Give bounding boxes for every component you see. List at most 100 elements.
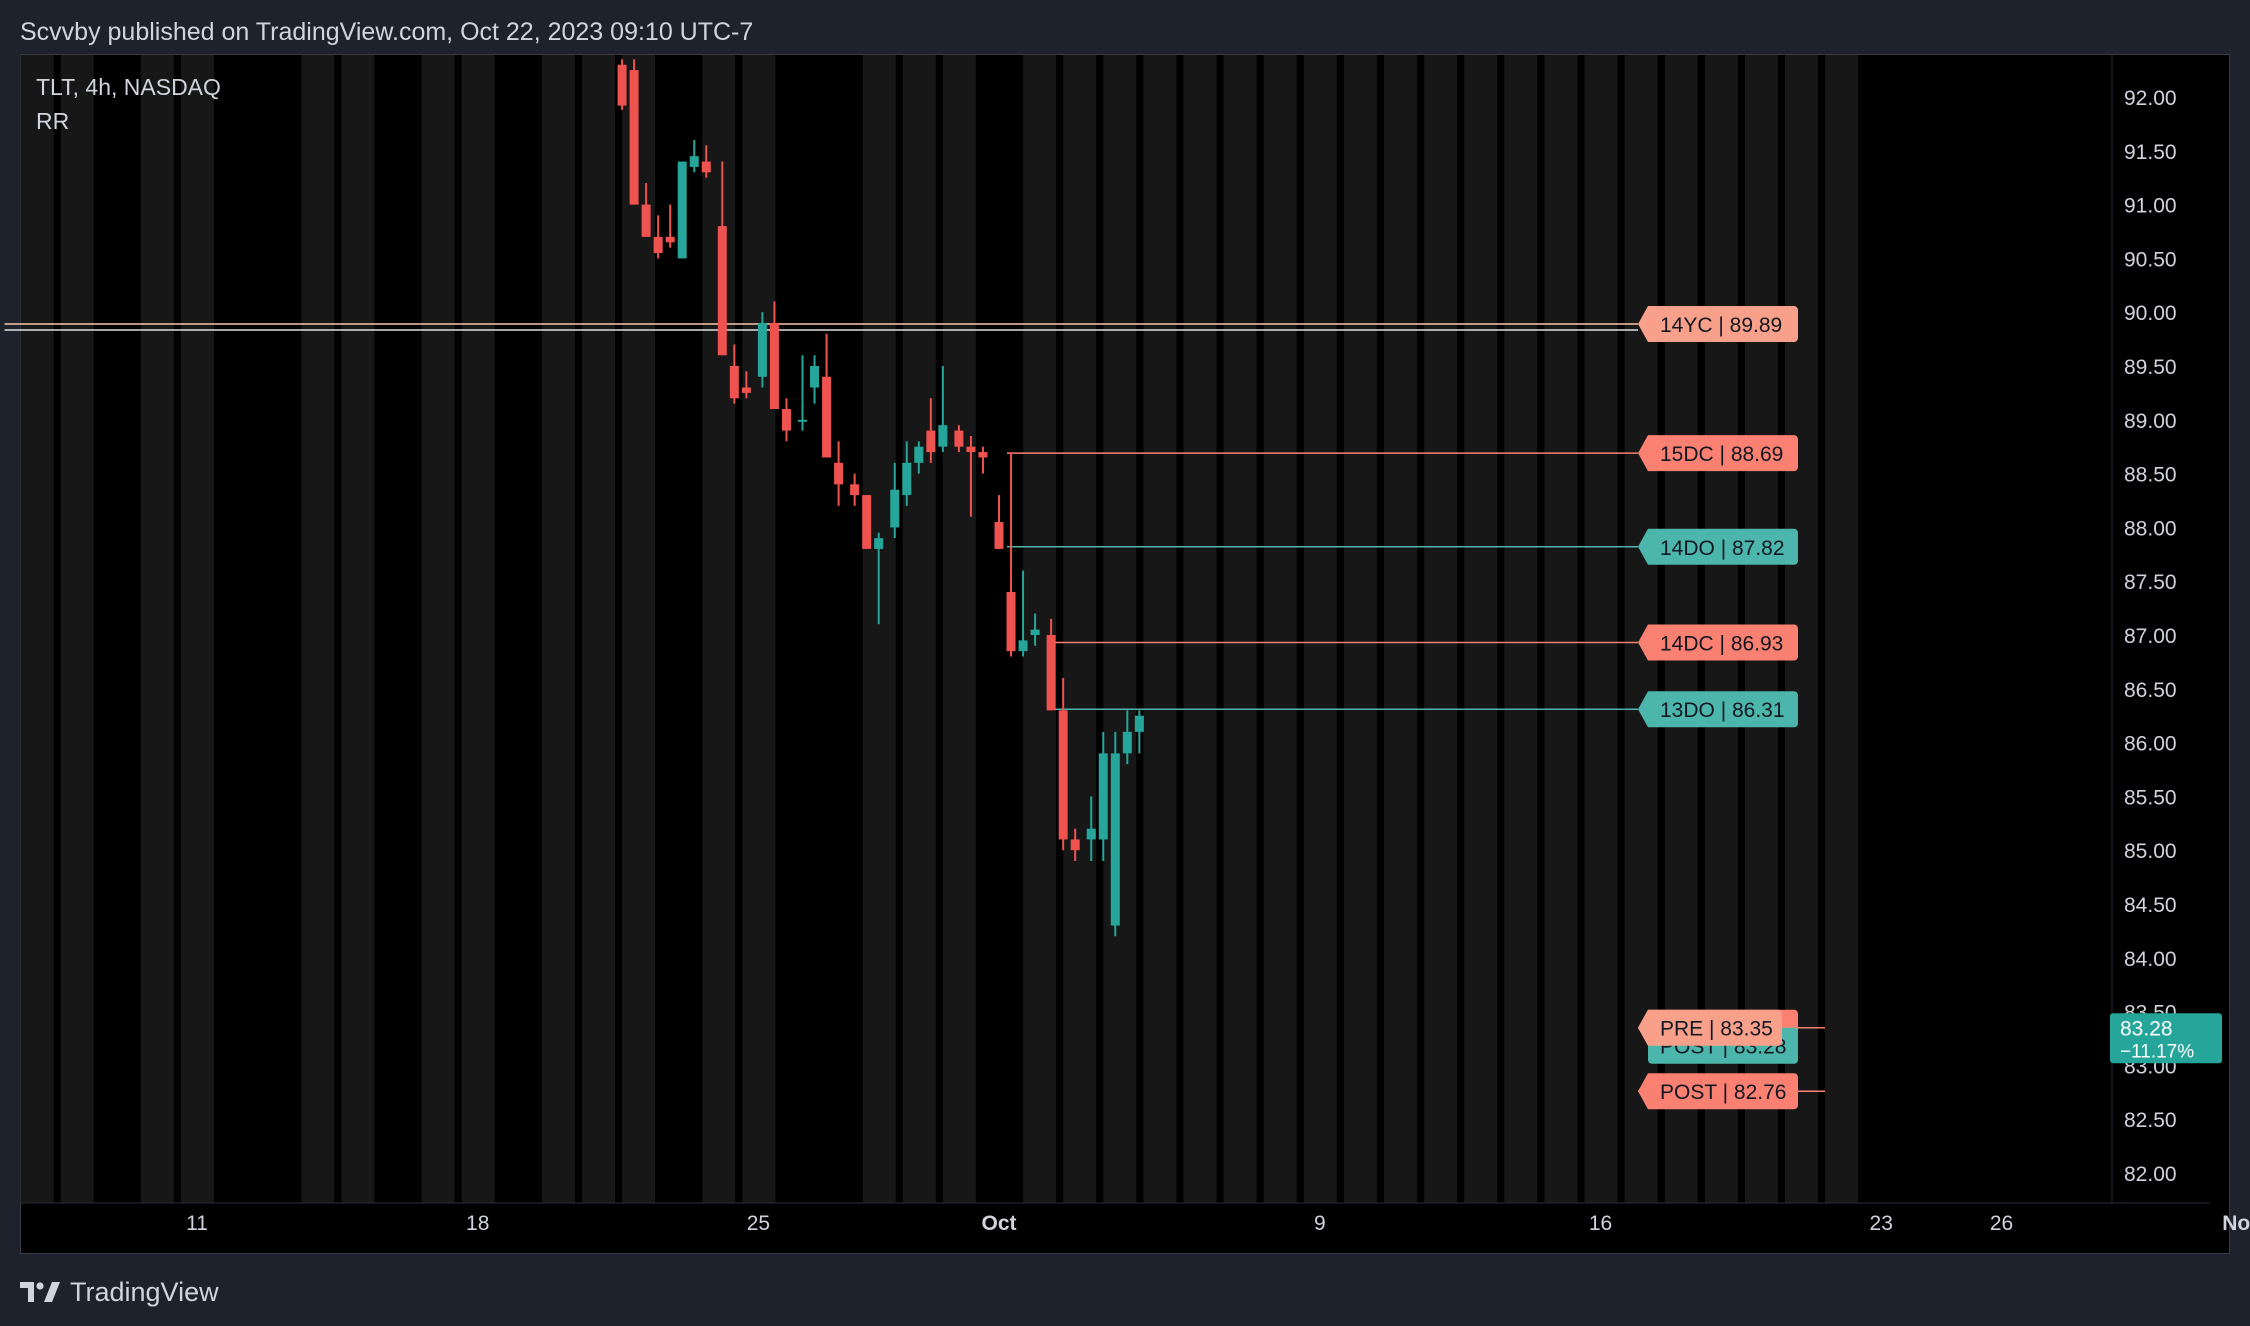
price-tick-label: 82.00	[2124, 1163, 2177, 1186]
level-tag	[1638, 306, 1798, 343]
session-stripe	[1544, 55, 1578, 1203]
level-tag-label: POST | 82.76	[1660, 1081, 1786, 1104]
session-stripe	[1464, 55, 1498, 1203]
candle-body	[629, 70, 639, 205]
symbol-legend[interactable]: TLT, 4h, NASDAQ	[36, 74, 221, 100]
last-price-change: −11.17%	[2120, 1041, 2194, 1062]
time-axis: 11 18 25 Oct 9 16 23 26 Nov	[21, 1202, 2250, 1235]
price-tick-label: 90.50	[2124, 248, 2177, 271]
price-tick-label: 84.50	[2124, 894, 2177, 917]
session-stripe	[541, 55, 575, 1203]
session-stripe	[1343, 55, 1377, 1203]
price-tick-label: 82.50	[2124, 1109, 2177, 1132]
candle-body	[810, 366, 820, 388]
session-stripe	[1143, 55, 1177, 1203]
candle-body	[874, 538, 884, 549]
level-tag	[1638, 435, 1798, 472]
time-tick-label: 23	[1870, 1212, 1893, 1235]
candle-body	[1122, 731, 1132, 754]
candle-body	[1086, 828, 1096, 840]
price-tick-label: 85.00	[2124, 840, 2177, 863]
candle-body	[701, 161, 711, 173]
indicator-legend[interactable]: RR	[36, 108, 70, 134]
session-stripe	[341, 55, 375, 1203]
candle-body	[1098, 753, 1108, 840]
price-tick-label: 88.50	[2124, 464, 2177, 487]
time-tick-label: 25	[747, 1212, 770, 1235]
price-tick-label: 84.00	[2124, 948, 2177, 971]
footer-brand[interactable]: TradingView	[20, 1270, 219, 1314]
time-tick-label: 26	[1990, 1212, 2013, 1235]
candle-body	[938, 425, 948, 447]
candle-body	[653, 236, 663, 254]
chart-legend[interactable]: TLT, 4h, NASDAQ RR	[36, 70, 221, 138]
time-tick-label: Nov	[2222, 1212, 2250, 1235]
level-tag-label: PRE | 83.35	[1660, 1018, 1773, 1041]
level-tag	[1638, 691, 1798, 728]
level-tag	[1638, 624, 1798, 661]
level-tag-label: 13DO | 86.31	[1660, 699, 1785, 722]
candle-body	[914, 446, 924, 463]
price-tick-label: 86.00	[2124, 733, 2177, 756]
candle-body	[902, 462, 912, 496]
session-stripe	[582, 55, 615, 1203]
last-price-badge: 83.28−11.17%	[2110, 1013, 2222, 1064]
session-stripe	[421, 55, 455, 1203]
session-stripe	[742, 55, 776, 1203]
price-tick-label: 89.50	[2124, 356, 2177, 379]
session-stripe	[1303, 55, 1337, 1203]
candle-body	[966, 446, 976, 453]
candle-body	[641, 204, 651, 237]
session-stripe	[1384, 55, 1417, 1203]
time-tick-label: 11	[186, 1212, 208, 1235]
price-tick-label: 91.50	[2124, 141, 2177, 164]
price-tick-label: 85.50	[2124, 786, 2177, 809]
time-tick-label: 18	[466, 1212, 489, 1235]
candle-body	[729, 366, 739, 399]
candle-body	[617, 64, 627, 106]
price-tick-label: 92.00	[2124, 87, 2177, 110]
price-tick-label: 87.50	[2124, 571, 2177, 594]
session-stripe	[1183, 55, 1217, 1203]
candle-body	[1134, 715, 1144, 732]
session-stripe	[942, 55, 976, 1203]
tradingview-logo-icon	[20, 1282, 60, 1302]
session-stripe	[1424, 55, 1458, 1203]
session-stripe	[461, 55, 495, 1203]
candle-body	[862, 495, 872, 549]
price-tick-label: 86.50	[2124, 679, 2177, 702]
session-stripe	[1103, 55, 1137, 1203]
session-stripe	[1504, 55, 1538, 1203]
session-stripe	[622, 55, 656, 1203]
candle-body	[890, 489, 900, 528]
time-tick-label: 9	[1314, 1212, 1326, 1235]
candle-body	[1058, 710, 1068, 840]
candle-body	[822, 376, 832, 458]
candle-body	[1018, 640, 1028, 652]
candle-body	[834, 462, 844, 485]
last-price-box	[2110, 1013, 2222, 1064]
candle-body	[781, 409, 791, 431]
price-tick-label: 88.00	[2124, 517, 2177, 540]
price-tick-label: 91.00	[2124, 195, 2177, 218]
level-tag	[1638, 528, 1798, 565]
last-price-value: 83.28	[2120, 1017, 2173, 1040]
session-stripe	[902, 55, 936, 1203]
price-tick-label: 90.00	[2124, 302, 2177, 325]
candle-body	[689, 156, 699, 167]
candle-body	[926, 430, 936, 453]
session-stripe	[60, 55, 94, 1203]
session-stripe	[1223, 55, 1257, 1203]
level-tag-label: 15DC | 88.69	[1660, 443, 1783, 466]
level-tag-label: 14DO | 87.82	[1660, 537, 1785, 560]
candle-body	[665, 236, 675, 243]
price-tick-label: 89.00	[2124, 410, 2177, 433]
candle-body	[798, 419, 808, 422]
level-tag-label: 14YC | 89.89	[1660, 314, 1782, 337]
candle-body	[769, 322, 779, 410]
candle-body	[850, 484, 860, 496]
time-tick-label: Oct	[981, 1212, 1016, 1235]
candle-body	[954, 430, 964, 447]
candle-body	[677, 161, 687, 259]
